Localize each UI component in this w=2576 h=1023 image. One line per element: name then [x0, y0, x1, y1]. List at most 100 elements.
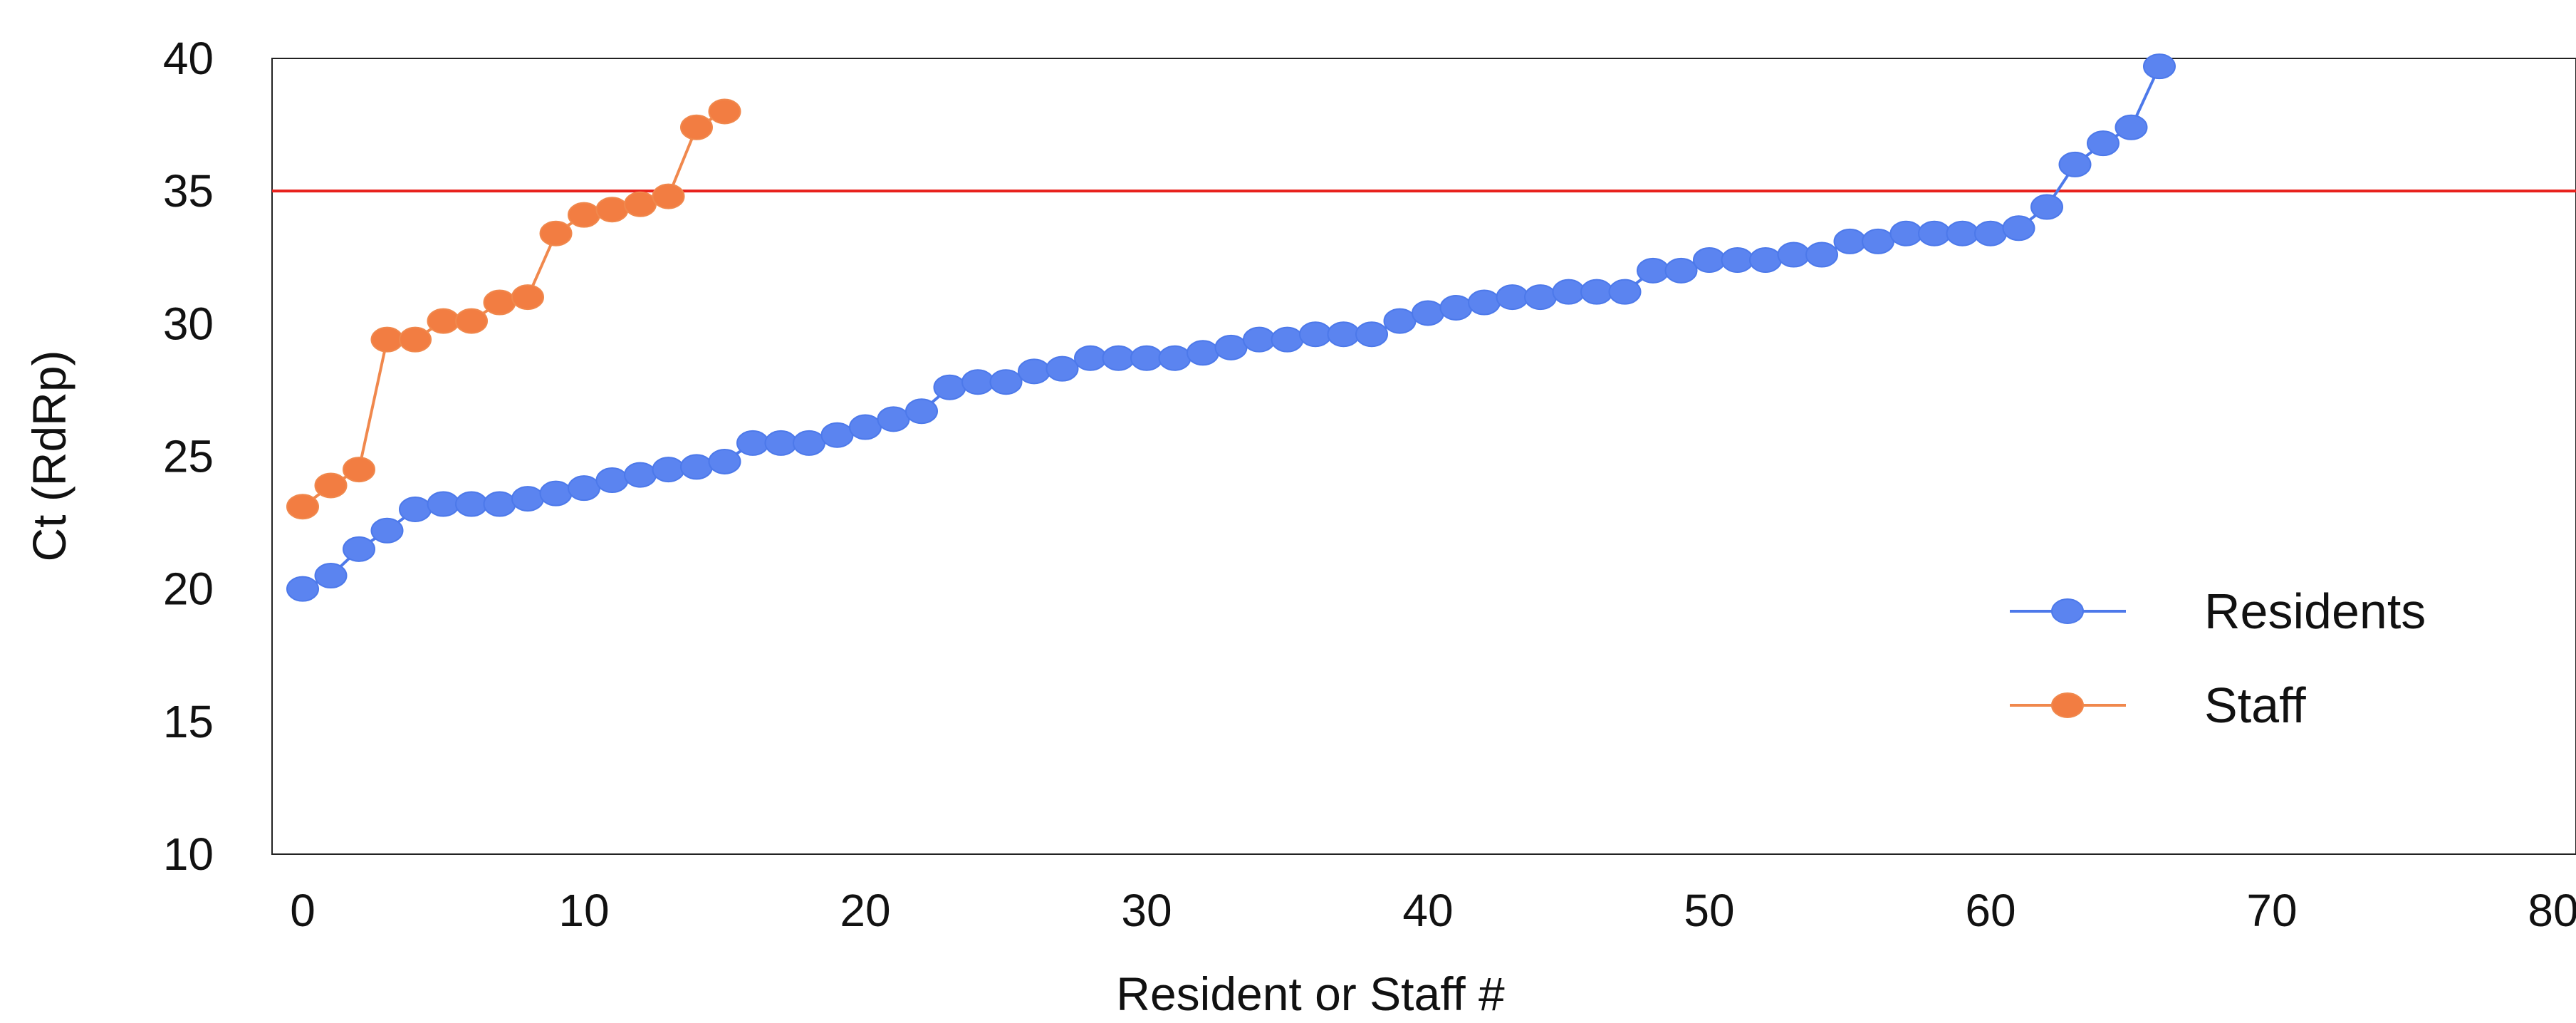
data-point-residents [1412, 300, 1444, 326]
data-point-residents [1045, 355, 1079, 382]
data-point-staff [483, 289, 516, 316]
y-tick-labels: 10 15 20 25 30 35 40 [163, 33, 214, 880]
data-point-residents [1074, 345, 1107, 371]
data-point-residents [793, 430, 825, 456]
data-point-residents [370, 517, 404, 544]
plot-area-frame [271, 58, 2576, 855]
data-point-residents [849, 414, 882, 440]
data-point-residents [1749, 246, 1782, 273]
data-point-residents [1158, 345, 1191, 371]
data-point-residents [1918, 220, 1951, 246]
data-point-staff [370, 326, 404, 353]
data-point-staff [455, 308, 488, 334]
data-point-residents [1214, 334, 1248, 360]
x-tick-label: 0 [290, 885, 316, 936]
data-point-residents [989, 369, 1023, 395]
data-point-residents [736, 430, 769, 456]
x-tick-label: 70 [2246, 885, 2297, 936]
y-tick-label: 25 [163, 431, 214, 482]
data-point-residents [2087, 130, 2119, 157]
data-point-residents [1693, 246, 1726, 273]
data-point-residents [1524, 284, 1557, 311]
y-tick-label: 20 [163, 564, 214, 615]
data-point-residents [764, 430, 798, 456]
x-tick-label: 30 [1121, 885, 1172, 936]
series-staff [286, 98, 741, 520]
data-point-residents [595, 467, 629, 494]
data-point-residents [1327, 321, 1360, 348]
data-point-staff [595, 197, 629, 223]
x-tick-labels: 0 10 20 30 40 50 60 70 80 [290, 885, 2576, 936]
x-tick-label: 40 [1402, 885, 1453, 936]
legend-marker-staff [2051, 692, 2084, 718]
data-point-residents [708, 448, 741, 474]
data-point-staff [427, 308, 460, 334]
data-point-residents [1664, 257, 1698, 284]
data-point-residents [1805, 242, 1838, 268]
y-tick-label: 10 [163, 829, 214, 880]
data-point-residents [1777, 242, 1810, 268]
data-point-residents [820, 422, 854, 448]
data-point-staff [343, 457, 375, 483]
data-point-residents [1889, 220, 1923, 246]
data-point-residents [2030, 194, 2063, 220]
data-point-residents [427, 491, 460, 517]
series-layer [286, 53, 2176, 602]
data-point-staff [708, 98, 741, 125]
data-point-staff [680, 114, 713, 140]
data-point-residents [539, 480, 573, 507]
legend-marker-residents [2051, 598, 2084, 624]
data-point-residents [1637, 257, 1669, 284]
data-point-residents [1496, 284, 1529, 311]
data-point-staff [539, 220, 573, 246]
data-point-residents [1018, 358, 1050, 385]
data-point-residents [314, 563, 348, 589]
data-point-residents [2002, 215, 2035, 242]
data-point-residents [2058, 151, 2092, 177]
data-point-residents [2143, 53, 2176, 80]
data-point-residents [568, 475, 600, 502]
data-point-residents [2114, 114, 2148, 140]
data-point-residents [652, 457, 685, 483]
data-point-residents [905, 398, 938, 425]
data-point-residents [455, 491, 488, 517]
legend-label-staff: Staff [2204, 677, 2306, 733]
y-tick-label: 40 [163, 33, 214, 84]
data-point-residents [511, 486, 544, 512]
x-axis-title: Resident or Staff # [1116, 967, 1505, 1020]
data-point-residents [680, 454, 713, 480]
data-point-residents [933, 374, 966, 400]
y-tick-label: 30 [163, 298, 214, 349]
data-point-residents [1271, 326, 1304, 353]
data-point-residents [1833, 228, 1867, 254]
data-point-residents [399, 496, 432, 522]
y-tick-label: 35 [163, 165, 214, 217]
data-point-residents [877, 406, 910, 432]
data-point-residents [1187, 340, 1219, 366]
data-point-residents [1130, 345, 1163, 371]
x-tick-label: 20 [840, 885, 890, 936]
data-point-residents [1243, 326, 1276, 353]
data-point-residents [483, 491, 516, 517]
data-point-residents [1383, 308, 1417, 334]
y-axis-title: Ct (RdRp) [23, 350, 75, 561]
x-tick-label: 80 [2528, 885, 2576, 936]
legend-label-residents: Residents [2204, 583, 2426, 639]
data-point-residents [1102, 345, 1135, 371]
legend: Residents Staff [2010, 583, 2426, 733]
series-line-residents [302, 66, 2161, 591]
data-point-residents [1974, 220, 2007, 246]
data-point-residents [1608, 279, 1642, 305]
data-point-residents [1468, 289, 1501, 316]
x-tick-label: 10 [558, 885, 609, 936]
data-point-residents [343, 536, 375, 562]
data-point-residents [1299, 321, 1332, 348]
data-point-residents [1552, 279, 1585, 305]
data-point-residents [286, 576, 319, 602]
x-tick-label: 50 [1684, 885, 1734, 936]
data-point-residents [1580, 279, 1613, 305]
data-point-staff [511, 284, 544, 311]
data-point-residents [1946, 220, 1979, 246]
data-point-residents [1862, 228, 1894, 254]
